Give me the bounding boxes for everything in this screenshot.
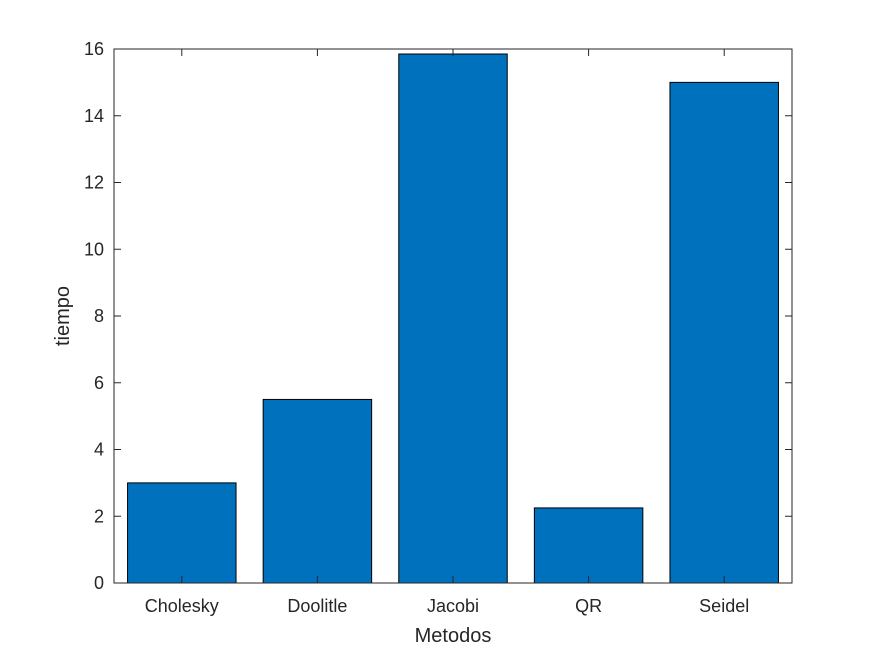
x-tick-label-qr: QR (575, 596, 602, 616)
y-tick-label-14: 14 (84, 106, 104, 126)
x-tick-label-seidel: Seidel (699, 596, 749, 616)
bar-jacobi (398, 53, 508, 584)
x-axis-label: Metodos (415, 625, 492, 647)
y-tick-label-10: 10 (84, 239, 104, 259)
y-axis-ticks: 0 2 4 6 8 10 12 14 16 (84, 39, 792, 593)
y-tick-label-8: 8 (94, 306, 104, 326)
y-axis-label: tiempo (52, 286, 74, 346)
bar-seidel (669, 81, 779, 584)
y-tick-label-0: 0 (94, 573, 104, 593)
x-tick-label-jacobi: Jacobi (427, 596, 479, 616)
bar-cholesky (127, 482, 237, 584)
y-tick-label-4: 4 (94, 440, 104, 460)
bar-doolitle (262, 398, 373, 584)
y-tick-label-6: 6 (94, 373, 104, 393)
bar-group (127, 53, 779, 584)
axes-box (113, 48, 793, 584)
x-tick-label-doolitle: Doolitle (287, 596, 347, 616)
bar-qr (533, 507, 644, 584)
x-tick-label-cholesky: Cholesky (145, 596, 219, 616)
y-tick-label-2: 2 (94, 506, 104, 526)
x-axis-ticks: Cholesky Doolitle Jacobi QR Seidel (145, 49, 749, 616)
y-tick-label-12: 12 (84, 173, 104, 193)
y-tick-label-16: 16 (84, 39, 104, 59)
